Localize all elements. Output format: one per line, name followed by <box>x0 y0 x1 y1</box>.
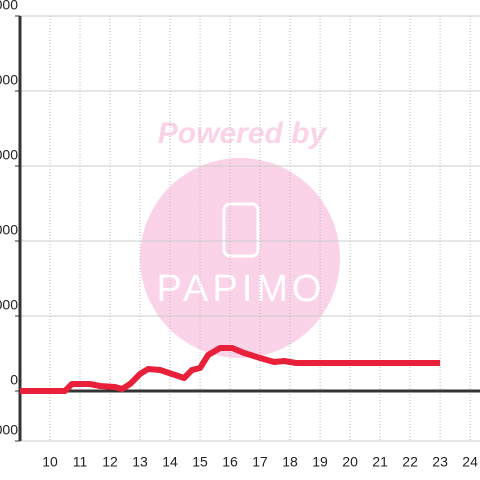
y-tick-label: -20,000 <box>0 422 18 438</box>
x-tick-label: 16 <box>222 454 238 470</box>
x-tick-label: 20 <box>342 454 358 470</box>
x-tick-label: 11 <box>73 454 88 470</box>
y-tick-label: 90,000 <box>0 147 18 163</box>
y-tick-label: 0 <box>10 372 18 388</box>
x-tick-label: 10 <box>42 454 58 470</box>
x-tick-label: 13 <box>132 454 148 470</box>
y-tick-label: 60,000 <box>0 222 18 238</box>
x-tick-label: 14 <box>162 454 178 470</box>
watermark-bottom: PAPIMO <box>157 268 326 310</box>
x-tick-label: 15 <box>192 454 208 470</box>
x-tick-label: 22 <box>402 454 418 470</box>
watermark-top: Powered by <box>158 117 328 150</box>
x-tick-label: 12 <box>102 454 118 470</box>
x-tick-label: 18 <box>282 454 298 470</box>
watermark-icon <box>222 202 260 258</box>
x-tick-label: 23 <box>432 454 448 470</box>
y-tick-label: 150,000 <box>0 0 18 13</box>
x-tick-label: 17 <box>252 454 268 470</box>
y-tick-label: 30,000 <box>0 297 18 313</box>
x-tick-label: 19 <box>312 454 328 470</box>
x-tick-label: 24 <box>462 454 478 470</box>
x-tick-label: 21 <box>372 454 388 470</box>
line <box>20 345 441 394</box>
y-tick-label: 120,000 <box>0 72 18 88</box>
